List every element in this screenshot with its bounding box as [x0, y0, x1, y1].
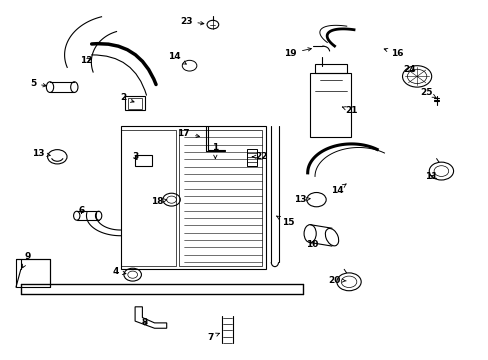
Text: 17: 17 — [177, 129, 199, 138]
Bar — [16, 258, 50, 287]
Text: 10: 10 — [306, 240, 318, 249]
Bar — [120, 130, 176, 266]
Text: 20: 20 — [327, 275, 346, 284]
Bar — [120, 126, 266, 269]
Text: 14: 14 — [167, 52, 186, 64]
Bar — [246, 149, 256, 166]
Text: 18: 18 — [150, 197, 166, 206]
Text: 5: 5 — [30, 79, 46, 88]
Bar — [125, 96, 144, 111]
Text: 21: 21 — [342, 106, 357, 115]
Text: 9: 9 — [22, 252, 31, 268]
Text: 13: 13 — [294, 195, 309, 204]
Text: 12: 12 — [80, 56, 93, 65]
Text: 19: 19 — [284, 48, 311, 58]
Text: 24: 24 — [403, 65, 415, 74]
Text: 1: 1 — [212, 143, 218, 158]
Bar — [127, 98, 142, 109]
Text: 13: 13 — [32, 149, 50, 158]
FancyArrowPatch shape — [91, 55, 146, 95]
Text: 6: 6 — [79, 206, 84, 215]
Bar — [135, 155, 152, 166]
Text: 3: 3 — [132, 152, 138, 161]
Text: 7: 7 — [207, 333, 219, 342]
Text: 23: 23 — [180, 17, 203, 26]
Text: 11: 11 — [425, 172, 437, 181]
Text: 4: 4 — [112, 267, 126, 276]
Bar — [179, 130, 261, 266]
FancyArrowPatch shape — [91, 44, 156, 85]
Text: 22: 22 — [252, 152, 267, 161]
Text: 16: 16 — [384, 48, 403, 58]
Text: 25: 25 — [420, 88, 435, 98]
Bar — [314, 64, 346, 73]
Text: 14: 14 — [330, 184, 346, 195]
Text: 2: 2 — [120, 93, 134, 102]
Text: 8: 8 — [142, 318, 148, 327]
Text: 15: 15 — [276, 216, 294, 228]
Bar — [309, 73, 351, 137]
